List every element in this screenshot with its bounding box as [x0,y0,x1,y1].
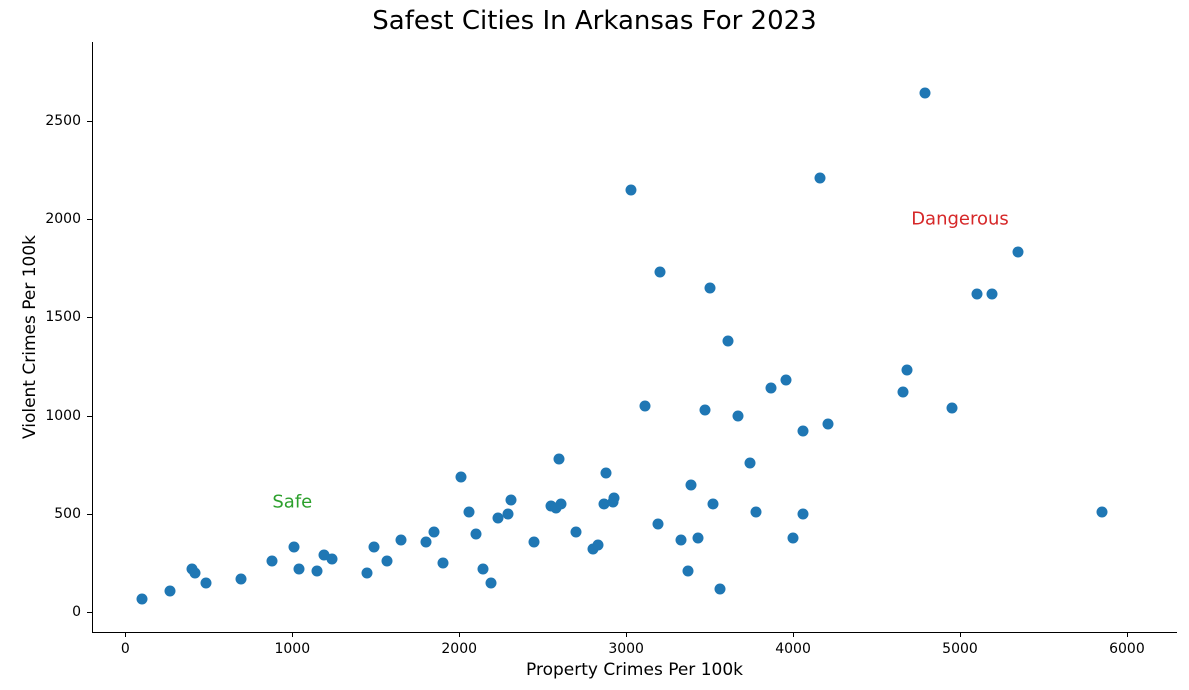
data-point [814,172,825,183]
data-point [556,499,567,510]
data-point [823,418,834,429]
data-point [781,375,792,386]
data-point [766,383,777,394]
data-point [898,387,909,398]
x-tick-label: 0 [121,641,130,657]
plot-area: 0100020003000400050006000050010001500200… [92,42,1177,632]
x-tick [1127,632,1128,637]
y-tick [87,612,92,613]
data-point [137,593,148,604]
data-point [919,88,930,99]
y-axis-title: Violent Crimes Per 100k [20,235,40,439]
data-point [707,499,718,510]
x-tick-label: 1000 [274,641,310,657]
data-point [682,566,693,577]
x-tick-label: 5000 [942,641,978,657]
data-point [464,507,475,518]
data-point [744,457,755,468]
y-tick-label: 0 [72,604,81,620]
data-point [395,534,406,545]
y-tick-label: 1500 [45,309,81,325]
data-point [676,534,687,545]
y-tick [87,317,92,318]
data-point [788,532,799,543]
data-point [986,288,997,299]
data-point [200,577,211,588]
data-point [477,564,488,575]
data-point [601,467,612,478]
y-axis-spine [92,42,93,632]
data-point [798,509,809,520]
x-axis-spine [92,632,1177,633]
y-tick [87,514,92,515]
data-point [554,453,565,464]
data-point [327,554,338,565]
x-tick [292,632,293,637]
x-tick-label: 4000 [775,641,811,657]
data-point [190,568,201,579]
data-point [751,507,762,518]
data-point [312,566,323,577]
data-point [267,556,278,567]
y-tick [87,219,92,220]
chart-title: Safest Cities In Arkansas For 2023 [0,6,1189,36]
data-point [455,471,466,482]
data-point [639,400,650,411]
x-tick [125,632,126,637]
data-point [437,558,448,569]
data-point [505,495,516,506]
data-point [420,536,431,547]
data-point [722,335,733,346]
data-point [686,479,697,490]
x-tick-label: 6000 [1109,641,1145,657]
data-point [901,365,912,376]
data-point [369,542,380,553]
y-tick [87,416,92,417]
data-point [429,526,440,537]
data-point [235,573,246,584]
data-point [609,493,620,504]
data-point [362,568,373,579]
data-point [654,267,665,278]
data-point [592,540,603,551]
y-tick [87,121,92,122]
data-point [470,528,481,539]
data-point [704,282,715,293]
data-point [1096,507,1107,518]
x-tick [459,632,460,637]
y-tick-label: 2500 [45,113,81,129]
data-point [714,583,725,594]
data-point [502,509,513,520]
x-tick-label: 2000 [441,641,477,657]
x-tick [626,632,627,637]
annotation-safe: Safe [272,492,312,513]
data-point [626,184,637,195]
data-point [288,542,299,553]
x-axis-title: Property Crimes Per 100k [526,660,743,680]
data-point [165,585,176,596]
y-tick-label: 1000 [45,408,81,424]
data-point [1013,247,1024,258]
y-tick-label: 2000 [45,211,81,227]
data-point [699,404,710,415]
y-tick-label: 500 [54,506,81,522]
scatter-chart: Safest Cities In Arkansas For 2023 01000… [0,0,1189,690]
data-point [529,536,540,547]
data-point [382,556,393,567]
data-point [692,532,703,543]
x-tick [960,632,961,637]
x-tick [793,632,794,637]
annotation-dangerous: Dangerous [911,209,1009,230]
data-point [798,426,809,437]
data-point [732,410,743,421]
data-point [485,577,496,588]
data-point [971,288,982,299]
data-point [652,518,663,529]
x-tick-label: 3000 [608,641,644,657]
data-point [946,402,957,413]
data-point [571,526,582,537]
data-point [293,564,304,575]
